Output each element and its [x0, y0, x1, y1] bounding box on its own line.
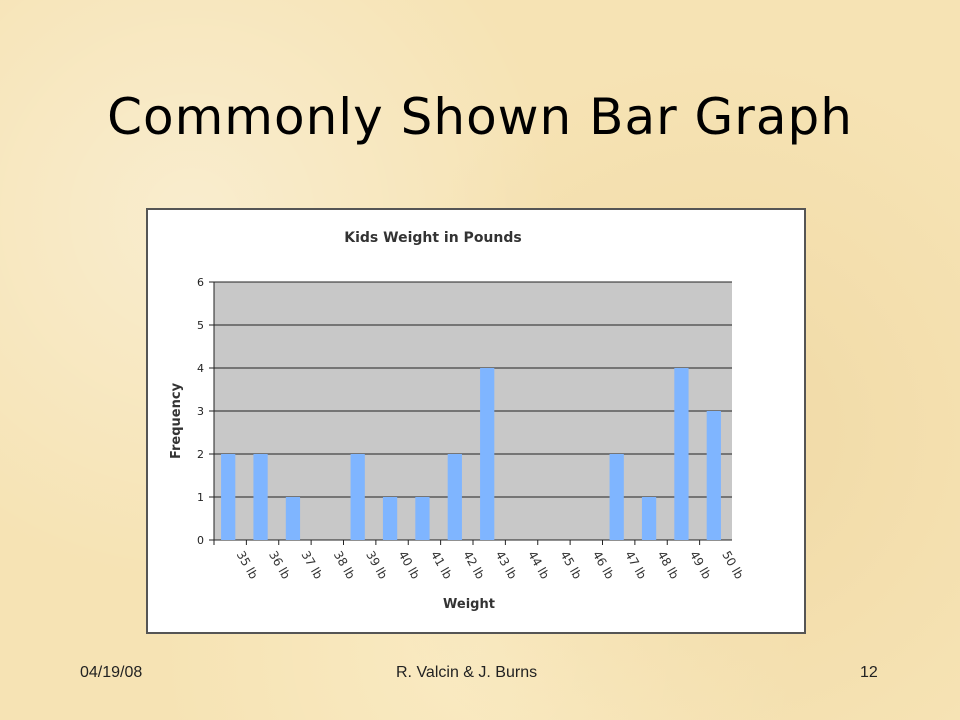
bar-40-lb: [382, 497, 398, 540]
chart-title: Kids Weight in Pounds: [344, 230, 521, 246]
bar-48-lb: [641, 497, 657, 540]
x-tick-label: 43 lb: [493, 549, 520, 582]
footer-page-number: 12: [860, 664, 878, 681]
x-tick-label: 45 lb: [557, 549, 584, 582]
x-tick-label: 38 lb: [331, 549, 358, 582]
x-tick-label: 46 lb: [590, 549, 617, 582]
y-tick-label: 6: [197, 276, 204, 289]
bar-42-lb: [447, 454, 462, 540]
y-tick-label: 0: [197, 534, 204, 547]
x-tick-label: 39 lb: [363, 549, 390, 582]
bar-39-lb: [350, 454, 365, 540]
x-tick-label: 49 lb: [687, 549, 714, 582]
slide-title: Commonly Shown Bar Graph: [107, 88, 853, 146]
x-tick-label: 41 lb: [428, 549, 455, 582]
x-tick-label: 42 lb: [460, 549, 487, 582]
y-tick-label: 5: [197, 319, 204, 332]
bar-37-lb: [285, 497, 301, 540]
x-tick-label: 44 lb: [525, 549, 552, 582]
y-tick-label: 2: [197, 448, 204, 461]
bar-36-lb: [253, 454, 268, 540]
bar-35-lb: [221, 454, 236, 540]
x-tick-label: 48 lb: [654, 549, 681, 582]
chart-container: 0 1 2 3 4 5 6 35 lb 36 lb 37 lb 38 lb 39 lb 40 lb 41 …: [146, 208, 806, 634]
bar-50-lb: [706, 411, 721, 540]
bar-chart: 0 1 2 3 4 5 6 35 lb 36 lb 37 lb 38 lb 39 lb 40 lb 41 …: [169, 230, 746, 612]
x-tick-label: 36 lb: [266, 549, 293, 582]
y-axis-label: Frequency: [169, 382, 184, 459]
bar-41-lb: [415, 497, 430, 540]
x-tick-label: 40 lb: [395, 549, 422, 582]
x-tick-label: 47 lb: [622, 549, 649, 582]
y-tick-label: 4: [197, 362, 204, 375]
y-tick-label: 3: [197, 405, 204, 418]
x-tick-label: 35 lb: [234, 549, 261, 582]
y-tick-label: 1: [197, 491, 204, 504]
bar-49-lb: [674, 368, 689, 540]
x-axis-label: Weight: [443, 597, 495, 612]
bar-43-lb: [480, 368, 495, 540]
x-tick-label: 50 lb: [719, 549, 746, 582]
footer-date: 04/19/08: [80, 664, 143, 681]
footer-author: R. Valcin & J. Burns: [396, 664, 538, 681]
x-tick-label: 37 lb: [298, 549, 325, 582]
bar-47-lb: [609, 454, 624, 540]
